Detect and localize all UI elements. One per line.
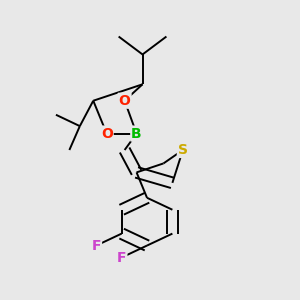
- Text: O: O: [101, 127, 112, 141]
- Text: F: F: [92, 238, 101, 253]
- Text: S: S: [178, 143, 188, 157]
- Text: O: O: [119, 94, 130, 108]
- Text: F: F: [117, 250, 126, 265]
- Text: B: B: [131, 127, 142, 141]
